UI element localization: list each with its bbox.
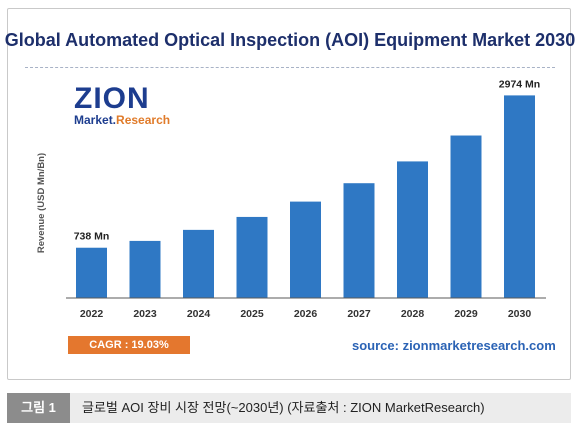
logo-subtext: Market.Research (74, 114, 170, 127)
data-label-first: 738 Mn (74, 231, 110, 243)
x-tick-label: 2025 (240, 308, 264, 320)
bars-group (76, 95, 535, 299)
bar-2022 (76, 247, 107, 298)
logo-sub-suffix: Research (116, 113, 171, 127)
logo-sub-prefix: Market. (74, 113, 117, 127)
title-divider (25, 67, 555, 68)
bar-2029 (450, 135, 482, 298)
cagr-badge: CAGR : 19.03% (68, 336, 190, 354)
x-tick-label: 2028 (401, 308, 425, 320)
source-note: source: zionmarketresearch.com (352, 338, 556, 353)
x-tick-label: 2023 (133, 308, 157, 320)
bar-2030 (504, 95, 535, 299)
bar-2028 (397, 161, 428, 298)
data-labels: 738 Mn 2974 Mn (74, 78, 541, 242)
bar-2025 (236, 216, 268, 298)
figure-label: 그림 1 (7, 393, 70, 423)
chart-title: Global Automated Optical Inspection (AOI… (4, 30, 576, 50)
x-tick-label: 2022 (80, 308, 104, 320)
x-tick-label: 2027 (347, 308, 371, 320)
bar-2023 (129, 240, 161, 298)
x-tick-label: 2029 (454, 308, 478, 320)
bar-2027 (343, 183, 375, 298)
x-tick-labels: 2022 2023 2024 2025 2026 2027 2028 2029 2030 (80, 308, 532, 320)
bar-2026 (290, 201, 321, 298)
logo-wordmark: ZION (74, 82, 150, 115)
data-label-last: 2974 Mn (499, 78, 540, 90)
bar-2024 (183, 229, 214, 298)
x-tick-label: 2024 (187, 308, 211, 320)
x-tick-label: 2030 (508, 308, 532, 320)
y-axis-label: Revenue (USD Mn/Bn) (36, 153, 47, 253)
figure-caption: 글로벌 AOI 장비 시장 전망(~2030년) (자료출처 : ZION Ma… (70, 393, 571, 423)
x-tick-label: 2026 (294, 308, 318, 320)
zion-logo: ZION Market.Research (74, 84, 170, 127)
